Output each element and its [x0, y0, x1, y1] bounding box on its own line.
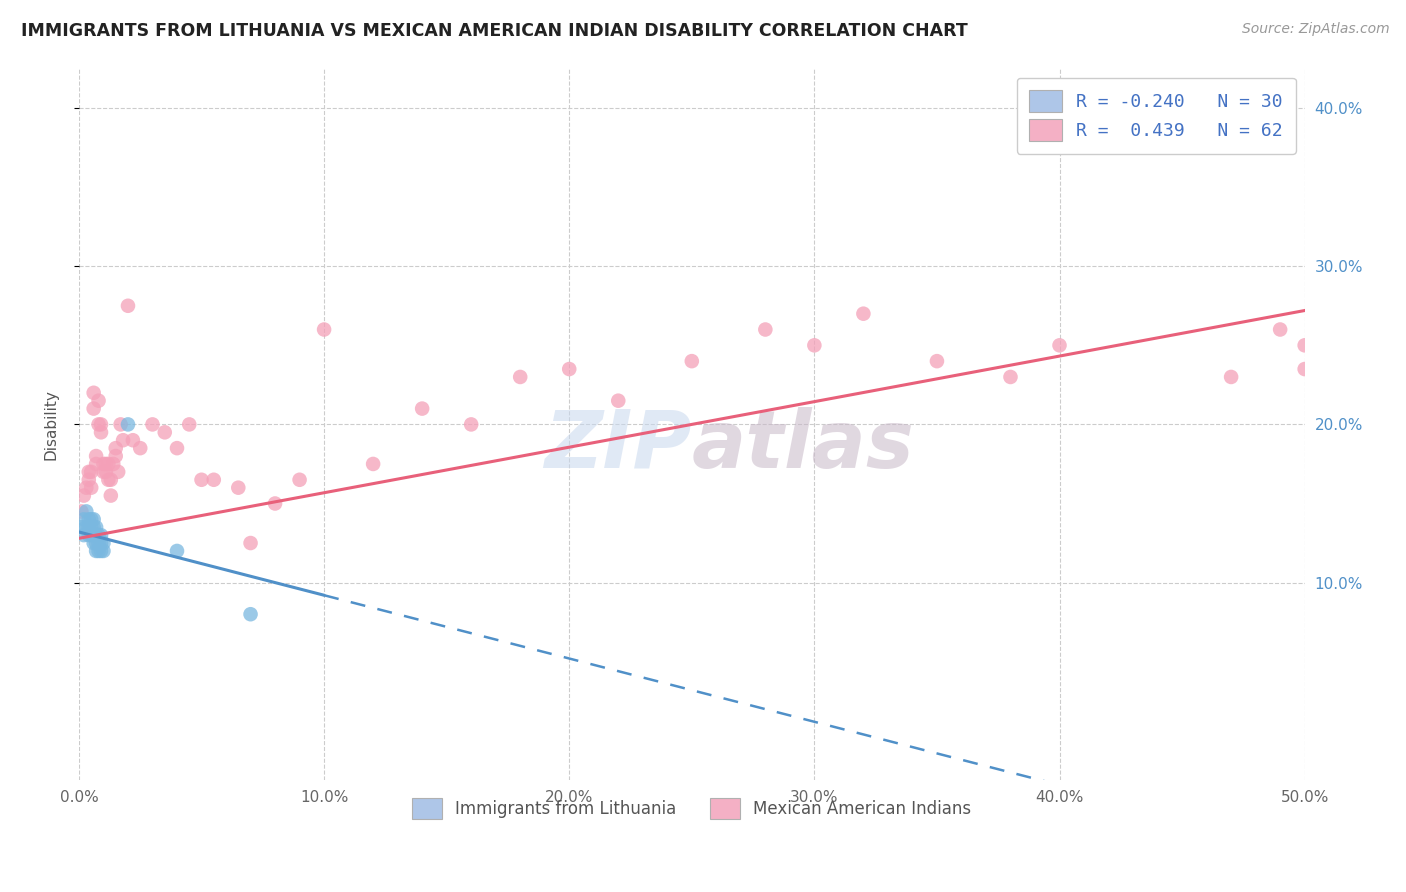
Point: [80, 520, 103, 534]
Point: [87, 393, 110, 408]
Point: [83, 520, 105, 534]
Point: [77, 520, 100, 534]
Point: [681, 354, 703, 368]
Point: [1294, 362, 1316, 376]
Point: [70, 520, 93, 534]
Point: [84, 520, 107, 534]
Point: [754, 322, 776, 336]
Point: [226, 481, 249, 495]
Point: [73, 512, 96, 526]
Point: [104, 449, 127, 463]
Point: [107, 465, 129, 479]
Point: [90, 528, 112, 542]
Point: [90, 417, 112, 432]
Point: [93, 536, 115, 550]
Point: [83, 512, 105, 526]
Point: [1097, 125, 1119, 139]
Point: [75, 481, 97, 495]
Point: [77, 528, 100, 542]
Point: [314, 322, 336, 336]
Point: [83, 528, 105, 542]
Point: [1171, 117, 1194, 131]
Point: [122, 434, 145, 448]
Point: [803, 338, 825, 352]
Point: [852, 307, 875, 321]
Point: [264, 496, 287, 510]
Point: [87, 544, 110, 558]
Point: [112, 434, 135, 448]
Point: [110, 417, 132, 432]
Point: [239, 536, 262, 550]
Point: [100, 473, 122, 487]
Point: [77, 465, 100, 479]
Point: [239, 607, 262, 622]
Point: [1000, 370, 1022, 384]
Point: [75, 504, 97, 518]
Point: [411, 401, 433, 416]
Point: [1268, 322, 1291, 336]
Point: [80, 481, 103, 495]
Point: [104, 441, 127, 455]
Point: [80, 528, 103, 542]
Point: [80, 512, 103, 526]
Text: IMMIGRANTS FROM LITHUANIA VS MEXICAN AMERICAN INDIAN DISABILITY CORRELATION CHAR: IMMIGRANTS FROM LITHUANIA VS MEXICAN AME…: [21, 22, 967, 40]
Point: [97, 457, 120, 471]
Point: [103, 457, 125, 471]
Point: [73, 528, 96, 542]
Legend: Immigrants from Lithuania, Mexican American Indians: Immigrants from Lithuania, Mexican Ameri…: [405, 792, 979, 825]
Point: [94, 457, 117, 471]
Point: [90, 425, 112, 440]
Point: [153, 425, 176, 440]
Point: [84, 449, 107, 463]
Point: [100, 489, 122, 503]
Point: [94, 465, 117, 479]
Text: atlas: atlas: [692, 407, 914, 484]
Point: [93, 457, 115, 471]
Point: [75, 520, 97, 534]
Point: [1049, 338, 1071, 352]
Point: [84, 528, 107, 542]
Point: [87, 536, 110, 550]
Point: [83, 385, 105, 400]
Point: [1220, 370, 1243, 384]
Point: [77, 512, 100, 526]
Point: [73, 489, 96, 503]
Point: [179, 417, 201, 432]
Point: [90, 544, 112, 558]
Point: [1294, 338, 1316, 352]
Point: [84, 544, 107, 558]
Point: [84, 536, 107, 550]
Point: [80, 465, 103, 479]
Point: [117, 417, 139, 432]
Point: [129, 441, 152, 455]
Point: [84, 457, 107, 471]
Text: ZIP: ZIP: [544, 407, 692, 484]
Point: [166, 441, 188, 455]
Point: [83, 401, 105, 416]
Point: [460, 417, 482, 432]
Point: [97, 473, 120, 487]
Point: [83, 536, 105, 550]
Y-axis label: Disability: Disability: [44, 389, 58, 460]
Point: [77, 473, 100, 487]
Point: [190, 473, 212, 487]
Point: [288, 473, 311, 487]
Point: [93, 465, 115, 479]
Point: [141, 417, 163, 432]
Point: [87, 528, 110, 542]
Point: [361, 457, 384, 471]
Point: [90, 536, 112, 550]
Point: [607, 393, 630, 408]
Point: [70, 504, 93, 518]
Point: [87, 417, 110, 432]
Point: [202, 473, 225, 487]
Point: [509, 370, 531, 384]
Point: [925, 354, 948, 368]
Text: Source: ZipAtlas.com: Source: ZipAtlas.com: [1241, 22, 1389, 37]
Point: [558, 362, 581, 376]
Point: [93, 544, 115, 558]
Point: [117, 299, 139, 313]
Point: [166, 544, 188, 558]
